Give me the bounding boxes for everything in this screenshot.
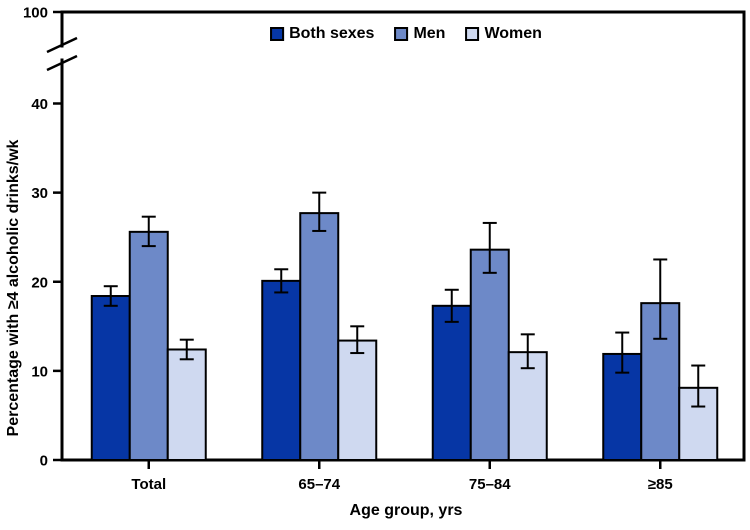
bar-group1-series1 [299, 212, 340, 461]
legend-label-men: Men [413, 25, 446, 42]
axis-break-slash [46, 54, 78, 72]
x-tick-label: ≥85 [648, 476, 673, 493]
legend-swatch-both-sexes [270, 27, 285, 41]
chart-legend: Both sexes Men Women [270, 25, 542, 43]
y-tick-label: 40 [31, 96, 48, 113]
legend-swatch-men [394, 27, 409, 41]
bar-group1-series2 [337, 339, 378, 462]
bar-group2-series0 [431, 304, 472, 461]
y-tick-label: 0 [40, 453, 48, 470]
x-tick-label: 75–84 [469, 476, 511, 493]
y-axis-title: Percentage with ≥4 alcoholic drinks/wk [5, 139, 22, 437]
x-tick-label: 65–74 [298, 476, 340, 493]
bar-group1-series0 [261, 279, 302, 462]
legend-item-both-sexes: Both sexes [270, 25, 374, 43]
bar-group0-series1 [128, 230, 169, 461]
bar-group2-series1 [469, 248, 510, 461]
legend-label-women: Women [484, 25, 542, 42]
legend-item-women: Women [465, 25, 542, 43]
x-tick-label: Total [131, 476, 166, 493]
y-tick-label: 30 [31, 185, 48, 202]
legend-label-both-sexes: Both sexes [289, 25, 375, 42]
y-tick-label: 20 [31, 274, 48, 291]
y-tick-label: 100 [23, 5, 48, 22]
bar-group0-series2 [166, 348, 207, 461]
y-tick-label: 10 [31, 363, 48, 380]
legend-item-men: Men [394, 25, 445, 43]
legend-swatch-women [465, 27, 480, 41]
bar-group2-series2 [507, 351, 548, 461]
bar-group0-series0 [90, 295, 131, 462]
x-axis-title: Age group, yrs [349, 502, 463, 519]
axis-break-slash [46, 36, 78, 54]
